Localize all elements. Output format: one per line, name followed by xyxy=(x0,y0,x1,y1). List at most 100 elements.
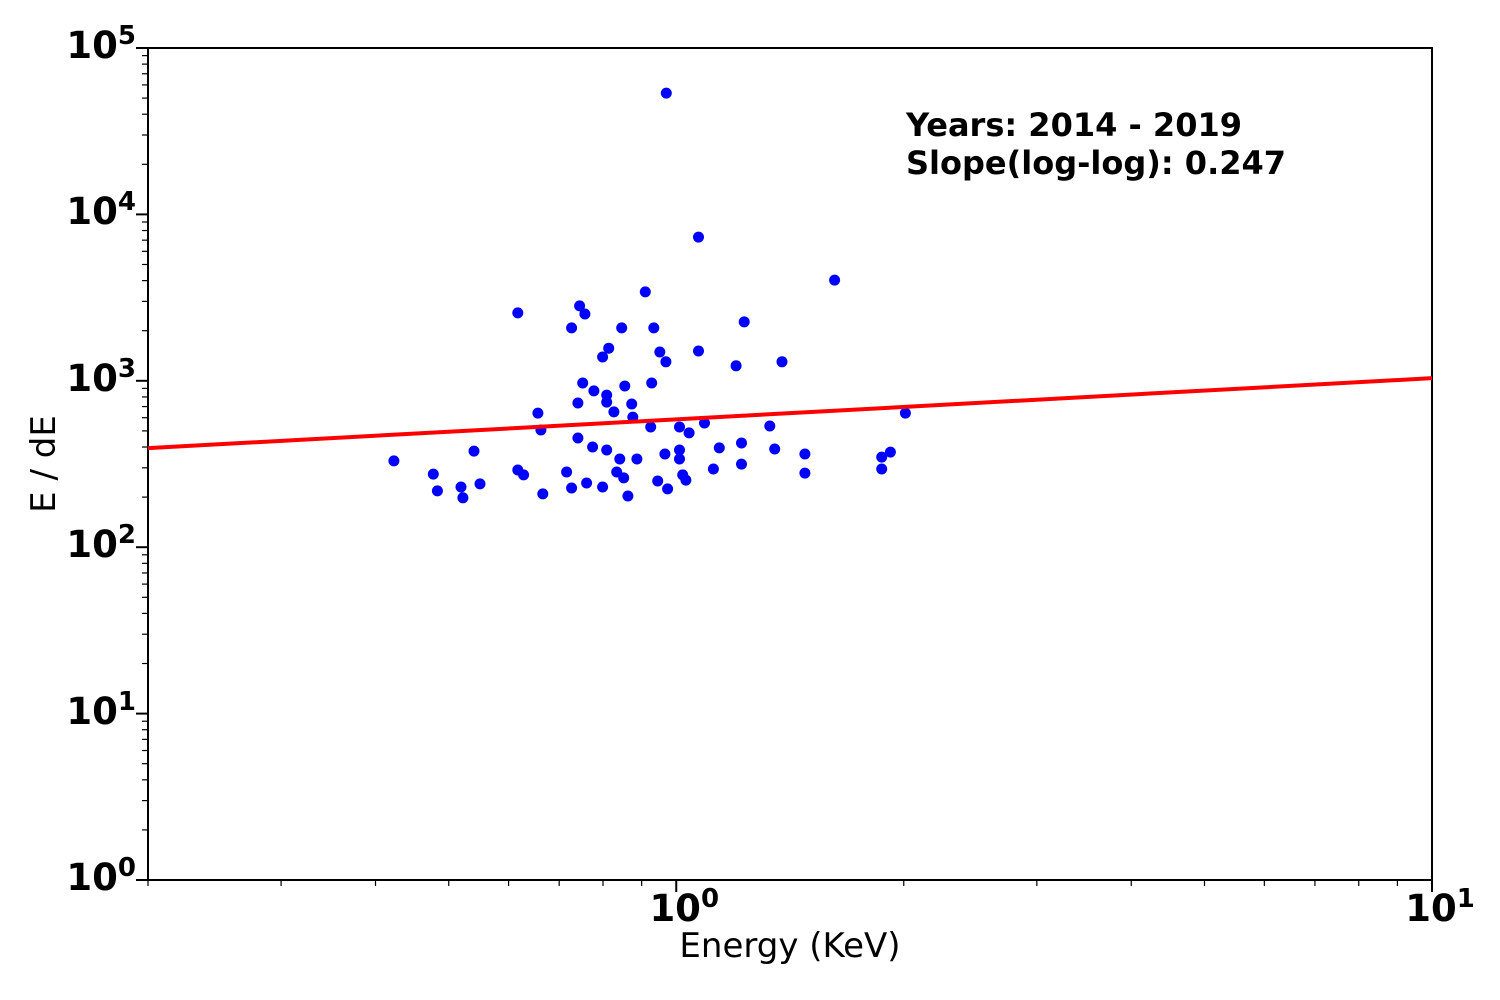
scatter-point xyxy=(597,351,609,363)
scatter-point xyxy=(388,455,400,467)
scatter-point xyxy=(660,87,672,99)
y-tick-label: 102 xyxy=(66,520,136,568)
scatter-point xyxy=(468,445,480,457)
scatter-point xyxy=(648,322,660,334)
scatter-point xyxy=(764,420,776,432)
scatter-point xyxy=(799,448,811,460)
scatter-point xyxy=(618,472,630,484)
scatter-point xyxy=(899,407,911,419)
scatter-point xyxy=(730,360,742,372)
scatter-point xyxy=(608,406,620,418)
tick-label-exponent: 2 xyxy=(117,520,136,551)
scatter-point xyxy=(512,307,524,319)
tick-label-exponent: 1 xyxy=(1456,884,1475,914)
scatter-point xyxy=(738,316,750,328)
tick-label-base: 10 xyxy=(1405,887,1457,930)
scatter-point xyxy=(674,444,685,456)
plot-border xyxy=(147,47,1433,881)
scatter-point xyxy=(457,492,469,504)
scatter-point xyxy=(427,468,439,480)
tick-label-base: 10 xyxy=(66,24,118,67)
scatter-point xyxy=(693,231,704,243)
scatter-point xyxy=(659,448,671,460)
scatter-point xyxy=(603,342,615,354)
scatter-point xyxy=(572,397,584,409)
x-tick-label: 101 xyxy=(1405,884,1475,932)
scatter-point xyxy=(518,469,530,481)
scatter-point xyxy=(572,432,584,444)
tick-label-exponent: 3 xyxy=(117,353,136,384)
scatter-point xyxy=(631,453,643,465)
tick-label-base: 10 xyxy=(649,887,701,930)
scatter-point xyxy=(646,377,658,389)
y-tick-label: 104 xyxy=(66,187,136,235)
scatter-point xyxy=(799,467,811,479)
scatter-point xyxy=(674,421,685,433)
scatter-point xyxy=(713,442,725,454)
scatter-point xyxy=(601,396,613,408)
scatter-point xyxy=(693,345,704,357)
annotation-box: Years: 2014 - 2019 Slope(log-log): 0.247 xyxy=(906,106,1286,182)
scatter-point xyxy=(876,463,888,475)
scatter-point xyxy=(736,437,747,449)
y-tick-label: 105 xyxy=(66,21,136,69)
scatter-point xyxy=(654,346,666,358)
scatter-point xyxy=(579,308,591,320)
scatter-point xyxy=(876,451,888,463)
scatter-point xyxy=(683,427,695,439)
scatter-point xyxy=(566,322,578,334)
y-tick-label: 100 xyxy=(66,853,136,901)
tick-label-base: 10 xyxy=(66,190,118,234)
scatter-point xyxy=(776,356,788,368)
trendline xyxy=(147,376,1433,451)
scatter-point xyxy=(597,481,609,493)
tick-label-exponent: 0 xyxy=(117,853,136,883)
y-axis-label: E / dE xyxy=(24,415,64,513)
tick-label-base: 10 xyxy=(66,689,118,733)
scatter-point xyxy=(680,474,692,486)
scatter-point xyxy=(574,300,586,312)
scatter-point xyxy=(601,444,613,456)
scatter-point xyxy=(619,380,631,392)
tick-label-base: 10 xyxy=(66,523,118,567)
scatter-point xyxy=(626,398,638,410)
annotation-slope: Slope(log-log): 0.247 xyxy=(906,144,1287,182)
scatter-point xyxy=(474,478,486,490)
tick-label-base: 10 xyxy=(66,356,118,400)
scatter-point xyxy=(431,485,443,497)
scatter-point xyxy=(622,490,634,502)
scatter-point xyxy=(829,274,841,286)
scatter-point xyxy=(736,458,747,470)
scatter-point xyxy=(566,482,578,494)
tick-label-exponent: 1 xyxy=(117,686,136,717)
scatter-point xyxy=(662,483,674,495)
scatter-point xyxy=(581,477,593,489)
x-tick-label: 100 xyxy=(649,884,719,932)
scatter-point xyxy=(699,417,710,429)
scatter-point xyxy=(614,453,626,465)
scatter-point xyxy=(639,286,651,298)
scatter-point xyxy=(645,421,657,433)
y-tick-label: 101 xyxy=(66,687,136,735)
scatter-point xyxy=(577,377,589,389)
scatter-point xyxy=(537,488,549,500)
scatter-point xyxy=(561,466,573,478)
tick-label-base: 10 xyxy=(66,856,118,899)
tick-label-exponent: 5 xyxy=(117,21,136,51)
scatter-point xyxy=(652,475,664,487)
scatter-point xyxy=(707,463,719,475)
y-tick-label: 103 xyxy=(66,354,136,402)
scatter-point xyxy=(660,356,672,368)
x-axis-label: Energy (KeV) xyxy=(679,926,901,966)
scatter-point xyxy=(674,453,685,465)
scatter-point xyxy=(455,481,467,493)
scatter-point xyxy=(884,446,896,458)
tick-label-exponent: 4 xyxy=(117,187,136,218)
scatter-point xyxy=(769,443,781,455)
scatter-point xyxy=(587,441,599,453)
scatter-point xyxy=(588,385,600,397)
annotation-years: Years: 2014 - 2019 xyxy=(906,106,1242,144)
scatter-point xyxy=(532,407,544,419)
tick-label-exponent: 0 xyxy=(700,884,720,914)
